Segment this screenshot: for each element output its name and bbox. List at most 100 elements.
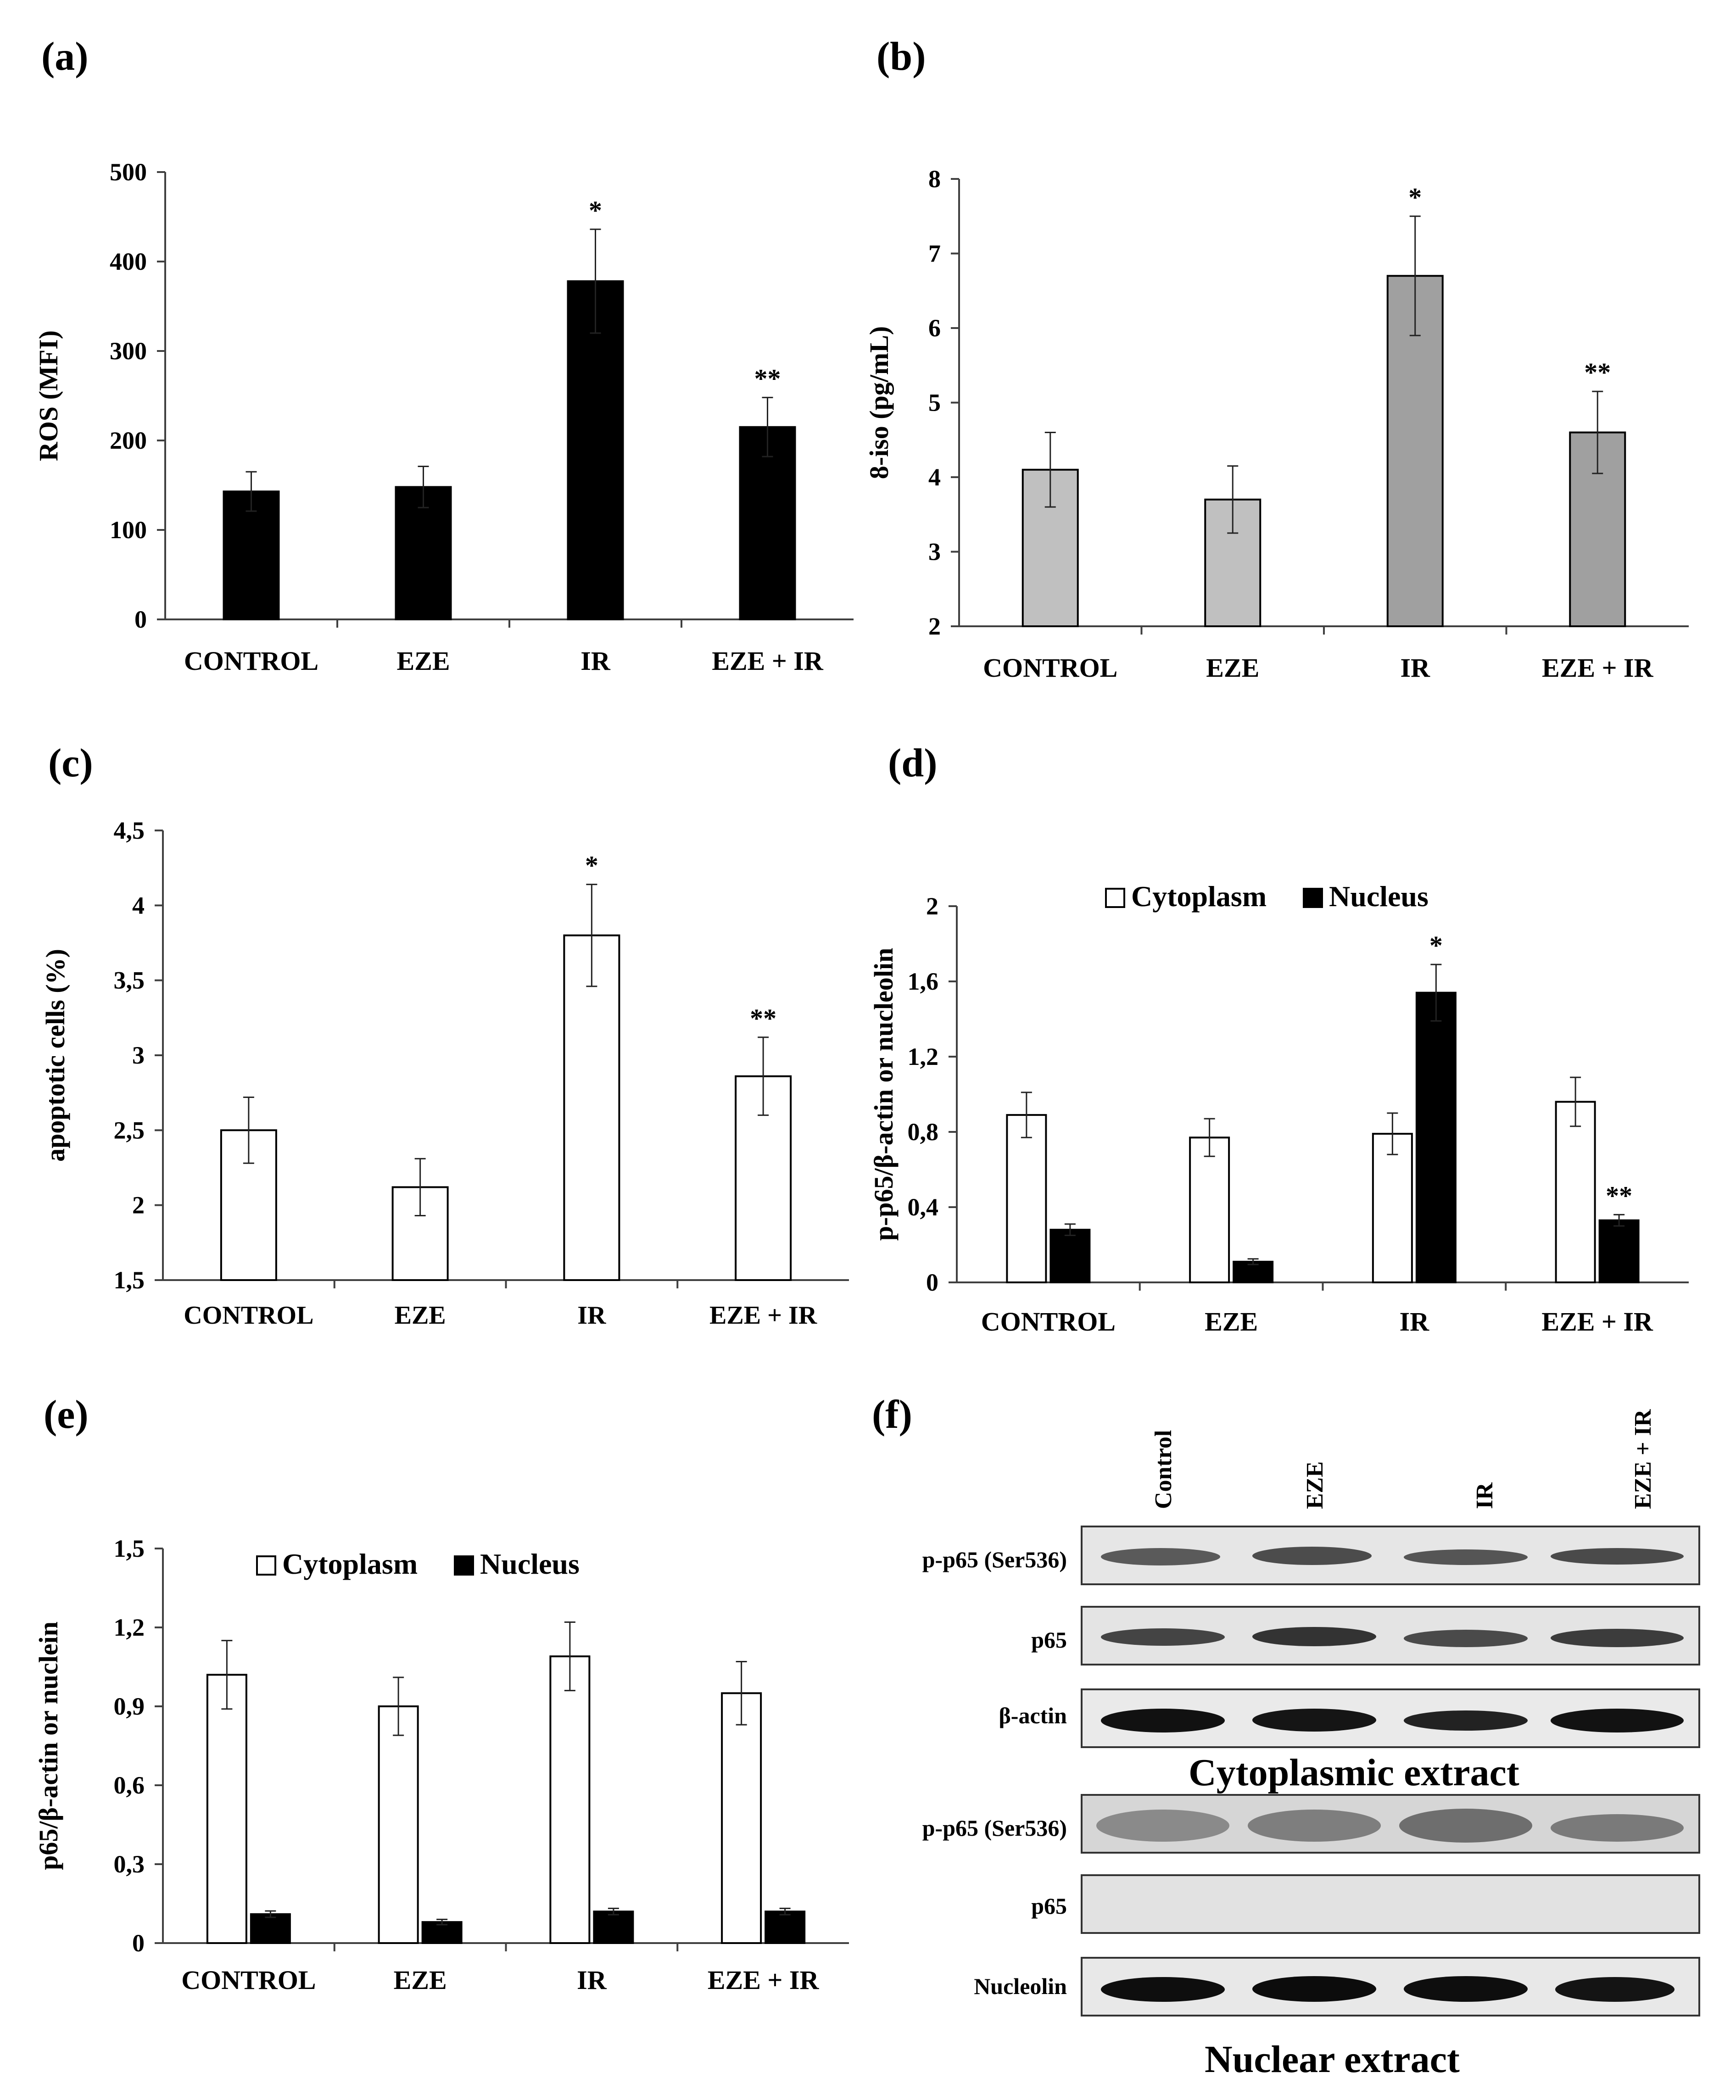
blot-strip-cyto-p65 <box>1081 1606 1700 1666</box>
y-tick-label-c: 3,5 <box>114 967 145 994</box>
bar-d-cytoplasm <box>1189 1136 1230 1284</box>
y-tick-label-a: 400 <box>110 248 147 275</box>
y-tick-label-b: 7 <box>928 240 941 267</box>
band <box>1252 1709 1376 1732</box>
band <box>1101 1548 1220 1565</box>
band <box>1399 1809 1532 1843</box>
nuclear-extract-caption: Nuclear extract <box>1205 2038 1460 2081</box>
band <box>1404 1549 1528 1565</box>
x-tick-label-d: EZE + IR <box>1541 1307 1653 1337</box>
x-tick-label-d: EZE <box>1205 1307 1258 1337</box>
bar-d-cytoplasm <box>1006 1114 1047 1284</box>
panel-label-e: (e) <box>44 1393 89 1437</box>
band <box>1101 1709 1225 1732</box>
y-tick-label-b: 4 <box>928 463 941 491</box>
y-tick-label-c: 4,5 <box>114 817 145 844</box>
x-tick-label-e: IR <box>577 1965 607 1995</box>
blot-strip-nuc-pp65 <box>1081 1794 1700 1854</box>
y-tick-label-a: 200 <box>110 427 147 454</box>
bar-e-cytoplasm <box>206 1674 247 1944</box>
y-tick-label-d: 1,6 <box>908 968 939 995</box>
bar-a-ros <box>739 426 796 620</box>
x-tick-label-d: CONTROL <box>981 1307 1116 1337</box>
band <box>1252 1976 1376 2002</box>
bar-a-ros <box>567 280 624 620</box>
x-tick-label-d: IR <box>1400 1307 1430 1337</box>
significance-marker-b: * <box>1408 182 1422 212</box>
significance-marker-c: * <box>585 851 598 880</box>
y-axis-title-d: p-p65/β-actin or nucleolin <box>869 948 899 1241</box>
x-tick-label-c: EZE + IR <box>709 1301 817 1330</box>
x-tick-label-e: EZE + IR <box>708 1965 820 1995</box>
band <box>1551 1548 1684 1565</box>
x-tick-label-c: EZE <box>395 1301 446 1330</box>
significance-marker-b: ** <box>1584 357 1611 387</box>
x-tick-label-b: CONTROL <box>983 653 1117 683</box>
blot-strip-cyto-pp65 <box>1081 1526 1700 1585</box>
panel-label-b: (b) <box>876 34 926 79</box>
band-label-nuc-p65: p65 <box>1031 1893 1067 1919</box>
bar-d-nucleus <box>1415 992 1457 1284</box>
significance-marker-c: ** <box>750 1003 776 1033</box>
significance-marker-d: ** <box>1606 1181 1632 1210</box>
band <box>1248 1810 1381 1842</box>
y-tick-label-c: 4 <box>132 891 145 919</box>
y-tick-label-b: 6 <box>928 314 941 342</box>
x-tick-label-b: EZE <box>1206 653 1259 683</box>
significance-marker-a: * <box>589 195 602 225</box>
legend-label-e: Nucleus <box>480 1548 580 1580</box>
y-tick-label-a: 100 <box>110 516 147 544</box>
legend-swatch-d <box>1303 888 1323 908</box>
x-tick-label-e: EZE <box>394 1965 447 1995</box>
bar-d-nucleus <box>1049 1229 1091 1283</box>
band-label-cyto-pp65: p-p65 (Ser536) <box>922 1547 1067 1572</box>
y-tick-label-c: 3 <box>132 1042 145 1069</box>
x-tick-label-c: CONTROL <box>184 1301 313 1330</box>
y-tick-label-a: 500 <box>110 158 147 186</box>
y-tick-label-b: 3 <box>928 538 941 566</box>
bar-d-cytoplasm <box>1555 1101 1596 1283</box>
y-tick-label-e: 0,3 <box>114 1850 145 1878</box>
y-tick-label-d: 1,2 <box>908 1043 939 1070</box>
y-tick-label-e: 0,9 <box>114 1693 145 1720</box>
y-axis-title-a: ROS (MFI) <box>33 330 63 461</box>
y-axis-title-e: p65/β-actin or nuclein <box>33 1621 63 1870</box>
legend-swatch-e <box>454 1555 474 1576</box>
blot-strip-nucleolin <box>1081 1957 1700 2016</box>
band-label-cyto-p65: p65 <box>1031 1627 1067 1653</box>
band <box>1551 1629 1684 1647</box>
band-label-nuc-pp65: p-p65 (Ser536) <box>922 1815 1067 1841</box>
significance-marker-d: * <box>1429 930 1443 960</box>
lane-label-ir: IR <box>1472 1482 1498 1509</box>
band <box>1404 1630 1528 1647</box>
x-tick-label-a: CONTROL <box>184 646 318 676</box>
y-tick-label-c: 2,5 <box>114 1116 145 1144</box>
legend-label-e: Cytoplasm <box>282 1548 418 1580</box>
legend-label-d: Cytoplasm <box>1131 880 1267 913</box>
y-tick-label-c: 1,5 <box>114 1266 145 1294</box>
y-tick-label-d: 0,8 <box>908 1118 939 1146</box>
y-tick-label-e: 1,2 <box>114 1614 145 1641</box>
bar-e-cytoplasm <box>721 1692 762 1944</box>
band <box>1551 1814 1684 1842</box>
legend-swatch-e <box>256 1555 276 1576</box>
bar-e-nucleus <box>250 1913 291 1944</box>
panel-label-d: (d) <box>888 741 938 785</box>
band <box>1252 1627 1376 1646</box>
lane-label-control: Control <box>1150 1430 1177 1509</box>
y-axis-title-c: apoptotic cells (%) <box>40 949 70 1162</box>
x-tick-label-a: EZE <box>396 646 450 676</box>
band-label-cyto-bactin: β-actin <box>999 1703 1067 1728</box>
x-tick-label-e: CONTROL <box>181 1965 316 1995</box>
bar-e-cytoplasm <box>378 1705 419 1944</box>
bar-e-nucleus <box>593 1911 634 1944</box>
x-tick-label-b: IR <box>1401 653 1431 683</box>
y-axis-title-b: 8-iso (pg/mL) <box>864 326 894 479</box>
blot-strip-nuc-p65 <box>1081 1874 1700 1934</box>
y-tick-label-b: 5 <box>928 389 941 417</box>
panel-label-a: (a) <box>41 34 89 79</box>
band <box>1404 1710 1528 1731</box>
significance-marker-a: ** <box>754 363 781 393</box>
band <box>1555 1977 1675 2002</box>
y-tick-label-d: 2 <box>926 892 938 920</box>
